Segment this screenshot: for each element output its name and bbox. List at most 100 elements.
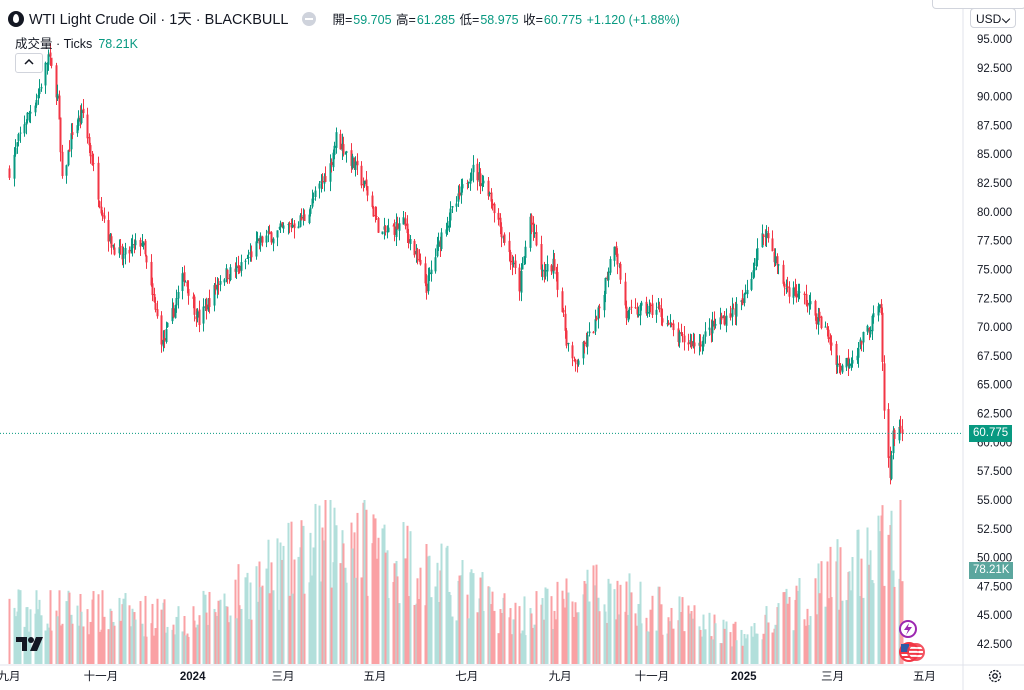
candle-body <box>785 288 788 290</box>
candle-body <box>119 245 122 249</box>
volume-bar <box>17 589 20 664</box>
candle-body <box>881 312 884 362</box>
volume-bar <box>744 638 747 664</box>
candle-body <box>890 455 893 479</box>
settings-gear-icon[interactable] <box>987 668 1003 684</box>
volume-bar <box>571 601 574 664</box>
collapse-legend-button[interactable] <box>15 53 43 73</box>
candle-body <box>65 165 68 176</box>
candle-body <box>68 149 71 152</box>
candle-body <box>805 294 808 305</box>
candle-body <box>835 343 838 365</box>
candle-body <box>616 253 619 265</box>
candle-body <box>670 323 673 325</box>
volume-bar <box>92 591 95 664</box>
volume-bar <box>509 608 512 664</box>
currency-selector[interactable]: USD <box>970 8 1016 28</box>
x-tick-label: 三月 <box>272 671 295 683</box>
price-series <box>8 43 904 485</box>
candle-body <box>500 226 503 238</box>
volume-bar <box>658 586 661 664</box>
candle-body <box>866 325 869 332</box>
candle-body <box>847 357 850 366</box>
lightning-event-icon[interactable] <box>899 620 917 638</box>
candle-body <box>142 242 145 246</box>
candle-body <box>639 304 642 316</box>
candle-body <box>836 363 839 367</box>
volume-bar <box>586 569 589 664</box>
candle-body <box>407 234 410 243</box>
candle-body <box>25 122 28 125</box>
candle-body <box>841 365 844 373</box>
candle-body <box>613 246 616 261</box>
candle-body <box>521 264 524 270</box>
x-tick-label: 十一月 <box>635 669 670 683</box>
volume-bar <box>746 634 749 664</box>
candle-body <box>567 343 570 345</box>
volume-bar <box>345 582 348 664</box>
candle-body <box>219 281 222 285</box>
candle-body <box>56 93 59 99</box>
volume-bar <box>187 636 190 664</box>
volume-bar <box>458 575 461 664</box>
candle-body <box>523 256 526 264</box>
minimize-icon[interactable] <box>302 11 317 26</box>
volume-bar <box>862 597 865 664</box>
candle-body <box>729 313 732 318</box>
candle-body <box>437 240 440 247</box>
symbol-header: WTI Light Crude Oil · 1天 · BLACKBULL 開=5… <box>8 8 681 29</box>
candle-body <box>540 244 543 270</box>
y-tick-label: 55.000 <box>977 495 1012 507</box>
candle-body <box>371 195 374 208</box>
y-tick-label: 65.000 <box>977 380 1012 392</box>
volume-bar <box>857 529 860 664</box>
volume-bar <box>619 584 622 664</box>
volume-bar <box>893 586 896 664</box>
candle-body <box>208 298 211 307</box>
volume-bar <box>103 616 106 664</box>
candle-body <box>615 246 618 255</box>
candle-body <box>288 223 291 225</box>
candle-body <box>901 429 904 434</box>
crude-oil-drop-icon <box>8 10 24 27</box>
candle-body <box>356 160 359 166</box>
candle-body <box>830 342 833 346</box>
candle-body <box>898 426 901 441</box>
volume-bar <box>172 624 175 664</box>
volume-bar <box>512 619 515 664</box>
candle-body <box>139 239 142 247</box>
candle-body <box>524 246 527 258</box>
candle-body <box>393 226 396 235</box>
candle-body <box>335 132 338 148</box>
candle-body <box>128 249 131 254</box>
volume-bar <box>493 610 496 664</box>
candle-body <box>416 249 419 260</box>
volume-bar <box>142 636 145 664</box>
candle-body <box>131 244 134 249</box>
candle-body <box>735 303 738 317</box>
volume-bar <box>667 617 670 664</box>
volume-bar <box>640 623 643 664</box>
candle-body <box>681 334 684 336</box>
candle-body <box>101 212 104 217</box>
x-tick-label: 2025 <box>731 671 757 683</box>
volume-bar <box>798 578 801 664</box>
candle-body <box>330 162 333 166</box>
candle-body <box>372 206 375 217</box>
volume-bar <box>786 603 789 664</box>
volume-bar <box>82 626 85 664</box>
volume-bar <box>687 605 690 664</box>
us-flag-event-icon[interactable] <box>907 643 925 661</box>
volume-bar <box>683 631 686 664</box>
volume-bar <box>660 604 663 664</box>
candle-body <box>690 341 693 348</box>
tradingview-logo-icon[interactable] <box>16 636 46 652</box>
volume-bar <box>19 590 22 664</box>
candle-body <box>276 230 279 238</box>
volume-bar <box>567 592 570 664</box>
volume-bar <box>521 630 524 664</box>
volume-bar <box>672 628 675 664</box>
candle-body <box>308 214 311 224</box>
symbol-title[interactable]: WTI Light Crude Oil · 1天 · BLACKBULL <box>29 12 289 28</box>
